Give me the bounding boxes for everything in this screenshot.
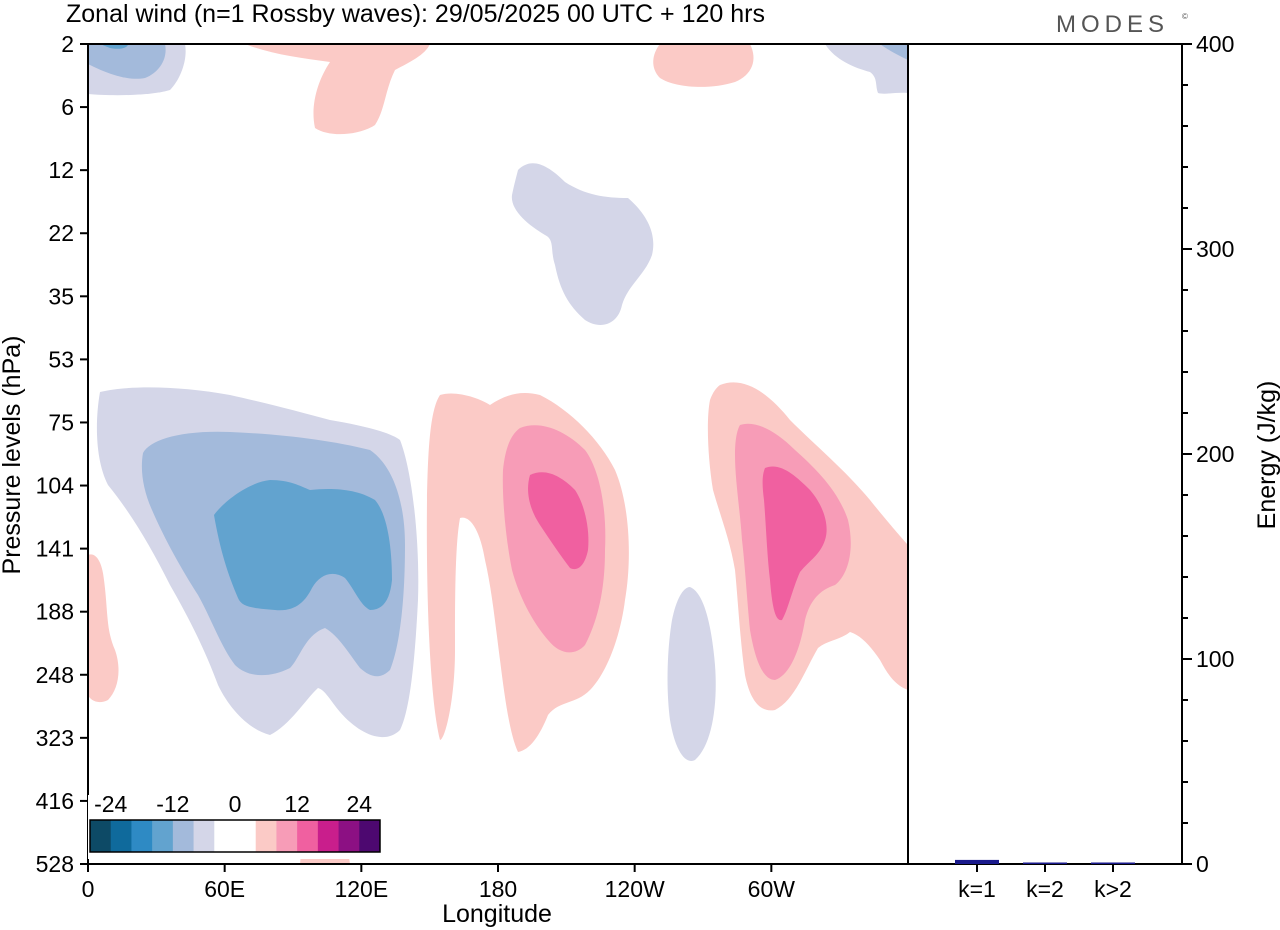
energy-bar-panel: 0 100 200 300 400 k=1 k=2 k>2 Energy (J/kg)	[907, 31, 1280, 902]
contour-neg-weak-top-right	[825, 44, 908, 94]
y-tick-label: 35	[48, 283, 74, 309]
colorbar-swatch	[110, 820, 132, 852]
colorbar-label: -12	[156, 791, 189, 817]
colorbar: -24 -12 0 12 24	[88, 791, 382, 859]
colorbar-label: -24	[94, 791, 127, 817]
contour-pos-weak-top-right	[653, 44, 754, 87]
colorbar-swatch	[255, 820, 277, 852]
y-tick-label: 141	[36, 536, 74, 562]
y-tick-label: 53	[48, 346, 74, 372]
contour-neg-strong-top-left	[100, 44, 128, 49]
modes-logo: MODES	[1056, 11, 1169, 38]
x-tick-label: 120W	[605, 876, 665, 902]
y-tick-label: 6	[61, 94, 74, 120]
modes-logo-mark: ©	[1182, 12, 1193, 21]
contour-neg-weak-upper-center	[511, 163, 654, 325]
x-tick-label: 120E	[334, 876, 388, 902]
colorbar-swatch	[317, 820, 340, 852]
energy-tick-label: 200	[1196, 441, 1234, 467]
energy-bars	[955, 859, 1135, 864]
energy-bar-2	[1023, 862, 1067, 864]
contour-neg-weak-lower-center	[667, 587, 716, 761]
energy-bar-1	[955, 859, 999, 864]
energy-plot-frame	[907, 43, 1183, 865]
energy-axis: 0 100 200 300 400 k=1 k=2 k>2	[958, 31, 1234, 902]
colorbar-swatch	[338, 820, 360, 852]
y-tick-label: 528	[36, 851, 74, 877]
y-axis: 2 6 12 22 35 53 75 104 141 188 248 323 416 528	[36, 31, 88, 877]
x-axis-label: Longitude	[442, 900, 552, 928]
colorbar-label: 12	[284, 791, 310, 817]
x-tick-label: 60W	[748, 876, 796, 902]
y-tick-label: 323	[36, 725, 74, 751]
colorbar-swatch	[297, 820, 319, 852]
energy-category-label: k>2	[1094, 876, 1132, 902]
contour-pos-strong-right	[762, 466, 827, 621]
energy-bar-3	[1091, 862, 1135, 864]
contour-neg-strong-left	[214, 480, 392, 611]
energy-axis-label: Energy (J/kg)	[1253, 381, 1280, 530]
y-tick-label: 188	[36, 599, 74, 625]
energy-tick-label: 300	[1196, 236, 1234, 262]
colorbar-label: 24	[346, 791, 372, 817]
contour-pos-weak-left-edge	[88, 554, 119, 703]
energy-category-label: k=1	[958, 876, 996, 902]
y-tick-label: 2	[61, 31, 74, 57]
colorbar-swatch	[193, 820, 215, 852]
colorbar-label: 0	[229, 791, 242, 817]
y-tick-label: 416	[36, 788, 74, 814]
energy-category-label: k=2	[1026, 876, 1064, 902]
y-tick-label: 12	[48, 157, 74, 183]
colorbar-swatch	[172, 820, 195, 852]
y-tick-label: 22	[48, 220, 74, 246]
colorbar-swatch	[152, 820, 174, 852]
colorbar-frame	[89, 819, 381, 853]
y-axis-label: Pressure levels (hPa)	[0, 336, 26, 575]
colorbar-swatch	[90, 820, 112, 852]
x-tick-label: 180	[479, 876, 517, 902]
contour-pos-strong-center	[528, 472, 589, 570]
chart-title: Zonal wind (n=1 Rossby waves): 29/05/202…	[66, 0, 765, 28]
x-axis: 0 60E 120E 180 120W 60W	[82, 864, 796, 902]
energy-tick-label: 400	[1196, 31, 1234, 57]
energy-tick-label: 0	[1196, 851, 1209, 877]
y-tick-label: 104	[36, 473, 75, 499]
contour-neg-mid-top-right	[880, 44, 908, 60]
colorbar-swatch	[214, 820, 236, 852]
contour-pos-weak-top-middle	[245, 44, 430, 135]
colorbar-swatch	[235, 820, 257, 852]
colorbar-swatch	[276, 820, 298, 852]
x-tick-label: 60E	[204, 876, 245, 902]
colorbar-swatch	[131, 820, 153, 852]
colorbar-swatch	[359, 820, 381, 852]
contour-plot-area: 0 60E 120E 180 120W 60W 2 6 12 22 35 53 75 104 141 188…	[0, 31, 909, 928]
contour-fills	[88, 44, 908, 864]
x-tick-label: 0	[82, 876, 95, 902]
y-tick-label: 248	[36, 662, 74, 688]
energy-tick-label: 100	[1196, 646, 1234, 672]
contour-neg-mid-top-left	[88, 44, 166, 79]
y-tick-label: 75	[48, 409, 74, 435]
